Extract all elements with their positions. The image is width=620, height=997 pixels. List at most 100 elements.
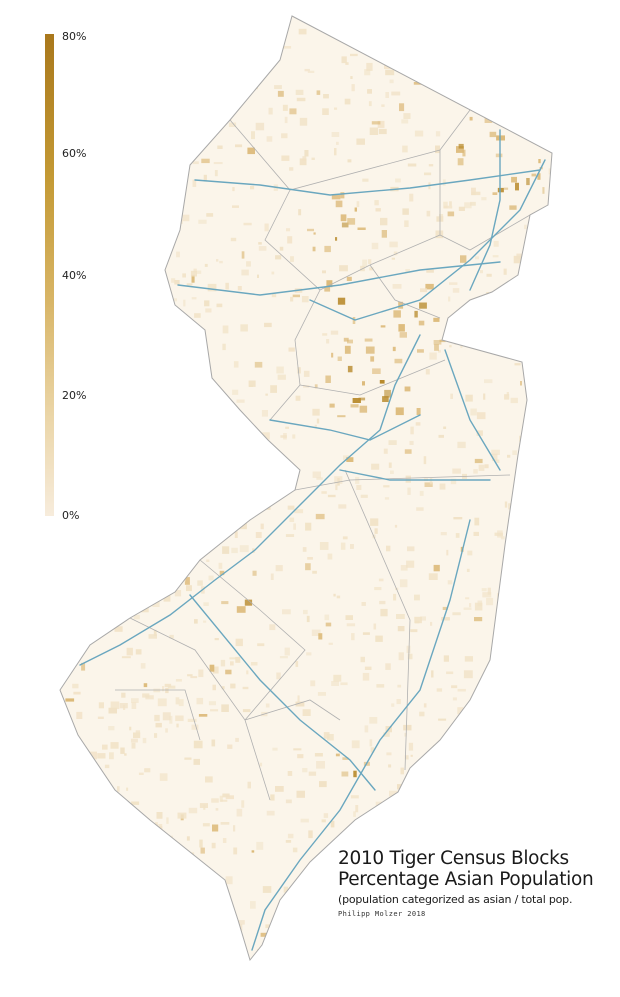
census-block — [446, 549, 449, 556]
census-block — [255, 532, 262, 538]
census-block — [532, 712, 541, 715]
census-block — [157, 60, 160, 66]
census-block — [153, 544, 161, 551]
census-block — [285, 840, 292, 843]
census-block — [297, 695, 300, 702]
census-block — [470, 201, 476, 206]
census-block — [357, 227, 366, 230]
census-block — [111, 75, 119, 82]
census-block — [126, 341, 129, 350]
census-block — [439, 214, 444, 218]
census-block — [165, 728, 168, 733]
census-block — [220, 799, 228, 802]
census-block — [110, 742, 119, 749]
census-block — [88, 62, 95, 69]
census-block — [393, 310, 401, 318]
census-block — [257, 274, 259, 278]
census-block — [132, 566, 139, 574]
census-block — [374, 200, 379, 206]
census-block — [152, 455, 160, 460]
census-block — [304, 68, 310, 72]
census-block — [428, 573, 438, 580]
census-block — [188, 807, 198, 814]
census-block — [395, 178, 401, 183]
census-block — [97, 123, 101, 131]
census-block — [155, 232, 159, 241]
census-block — [547, 34, 552, 38]
census-block — [453, 67, 459, 73]
census-block — [173, 438, 180, 443]
census-block — [407, 546, 415, 552]
census-block — [542, 187, 545, 194]
census-block — [63, 583, 67, 588]
census-block — [481, 813, 486, 818]
census-block — [361, 602, 366, 606]
census-block — [104, 764, 110, 769]
census-block — [443, 835, 451, 843]
census-block — [486, 273, 492, 277]
census-block — [100, 363, 103, 370]
census-block — [90, 524, 99, 529]
census-block — [299, 117, 308, 126]
census-block — [129, 609, 138, 612]
census-block — [449, 345, 452, 348]
census-block — [410, 426, 414, 435]
census-block — [185, 113, 194, 121]
census-block — [288, 347, 295, 352]
census-block — [359, 405, 368, 413]
census-block — [458, 206, 465, 211]
census-block — [141, 563, 150, 567]
census-block — [339, 265, 348, 272]
census-block — [134, 821, 141, 830]
census-block — [84, 484, 88, 492]
census-block — [234, 531, 238, 538]
census-block — [63, 767, 67, 775]
census-block — [295, 395, 301, 401]
census-block — [550, 302, 552, 306]
census-block — [129, 726, 132, 731]
census-block — [278, 485, 282, 494]
census-block — [442, 606, 448, 610]
census-block — [178, 699, 184, 707]
census-block — [469, 116, 473, 121]
census-block — [284, 116, 288, 124]
census-block — [197, 580, 203, 586]
census-block — [159, 854, 167, 860]
census-block — [90, 502, 97, 506]
census-block — [261, 410, 268, 417]
census-block — [221, 686, 225, 690]
census-block — [322, 333, 328, 336]
census-block — [270, 794, 275, 801]
census-block — [457, 688, 466, 692]
census-block — [161, 416, 169, 420]
legend-tick-20: 20% — [62, 389, 87, 402]
census-block — [507, 454, 511, 458]
census-block — [217, 392, 223, 399]
census-block — [443, 205, 453, 209]
census-block — [222, 838, 227, 843]
census-block — [203, 620, 207, 623]
census-block — [369, 739, 373, 747]
census-block — [530, 840, 537, 845]
census-block — [299, 158, 307, 166]
census-block — [503, 102, 512, 105]
census-block — [119, 312, 128, 318]
census-block — [518, 656, 523, 663]
census-block — [88, 261, 94, 267]
census-block — [133, 614, 140, 620]
census-block — [212, 824, 219, 832]
census-block — [98, 702, 104, 709]
census-block — [521, 717, 531, 721]
census-block — [143, 683, 148, 688]
census-block — [142, 22, 152, 30]
census-block — [62, 453, 67, 457]
census-block — [68, 88, 78, 92]
census-block — [464, 202, 472, 209]
census-block — [168, 55, 177, 61]
census-block — [144, 871, 151, 875]
census-block — [216, 259, 219, 262]
census-block — [396, 614, 405, 619]
census-block — [113, 69, 121, 77]
census-block — [185, 540, 189, 546]
census-block — [454, 745, 459, 753]
